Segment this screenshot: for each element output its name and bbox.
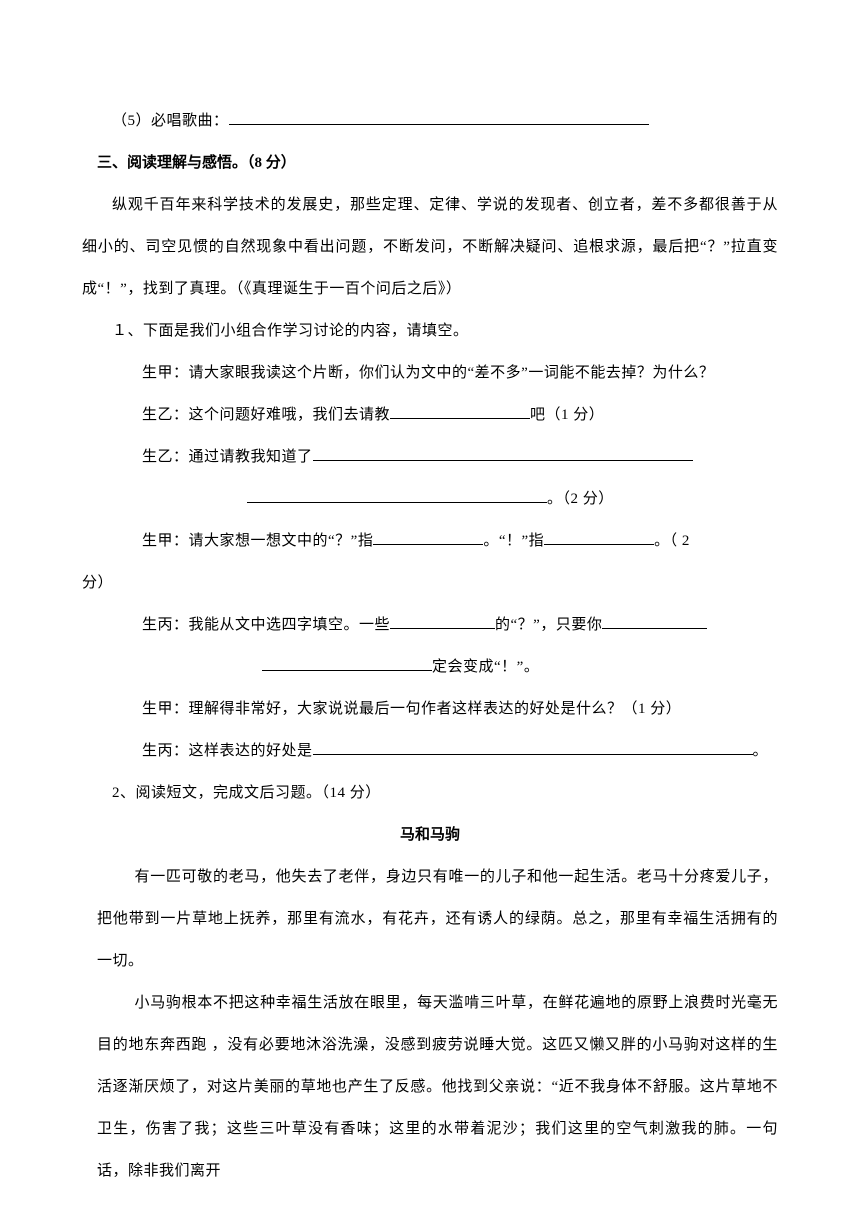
yi2-blank1[interactable] bbox=[313, 445, 693, 462]
bing1-line2-post: 定会变成“！”。 bbox=[432, 659, 539, 675]
section3-passage: 纵观千百年来科学技术的发展史，那些定理、定律、学说的发现者、创立者，差不多都很善… bbox=[82, 184, 778, 310]
q5-line: （5）必唱歌曲： bbox=[82, 100, 778, 142]
jia2-mid: 。“！”指 bbox=[483, 533, 544, 549]
yi1-post: 吧（1 分） bbox=[530, 407, 604, 423]
jia2-pre: 生甲：请大家想一想文中的“？”指 bbox=[142, 533, 373, 549]
section3-title: 三、阅读理解与感悟。（8 分） bbox=[82, 142, 778, 184]
story-p1: 有一匹可敬的老马，他失去了老伴，身边只有唯一的儿子和他一起生活。老马十分疼爱儿子… bbox=[82, 856, 778, 982]
bing1-blank2[interactable] bbox=[602, 613, 707, 630]
bing1-pre: 生丙：我能从文中选四字填空。一些 bbox=[142, 617, 390, 633]
yi2-post: 。（2 分） bbox=[547, 491, 614, 507]
bing2-pre: 生丙：这样表达的好处是 bbox=[142, 743, 313, 759]
story-title: 马和马驹 bbox=[82, 814, 778, 856]
jia2-line1: 生甲：请大家想一想文中的“？”指 。“！”指 。（ 2 bbox=[82, 520, 778, 562]
story-p2: 小马驹根本不把这种幸福生活放在眼里，每天滥啃三叶草，在鲜花遍地的原野上浪费时光毫… bbox=[82, 982, 778, 1192]
yi2-line2: 。（2 分） bbox=[82, 478, 778, 520]
bing2-post: 。 bbox=[753, 743, 769, 759]
jia2-blank2[interactable] bbox=[544, 529, 654, 546]
yi2-line1: 生乙：通过请教我知道了 bbox=[82, 436, 778, 478]
jia2-line2: 分） bbox=[82, 562, 778, 604]
q1-intro: １、下面是我们小组合作学习讨论的内容，请填空。 bbox=[82, 310, 778, 352]
bing1-line1: 生丙：我能从文中选四字填空。一些 的“？”，只要你 bbox=[82, 604, 778, 646]
jia3: 生甲：理解得非常好，大家说说最后一句作者这样表达的好处是什么？（1 分） bbox=[82, 688, 778, 730]
bing1-blank3[interactable] bbox=[262, 655, 432, 672]
jia2-blank1[interactable] bbox=[373, 529, 483, 546]
yi2-pre: 生乙：通过请教我知道了 bbox=[142, 449, 313, 465]
q2-intro: 2、阅读短文，完成文后习题。（14 分） bbox=[82, 772, 778, 814]
bing2: 生丙：这样表达的好处是 。 bbox=[82, 730, 778, 772]
yi1: 生乙：这个问题好难哦，我们去请教 吧（1 分） bbox=[82, 394, 778, 436]
bing1-line2: 定会变成“！”。 bbox=[82, 646, 778, 688]
yi1-blank[interactable] bbox=[390, 403, 530, 420]
bing1-blank1[interactable] bbox=[390, 613, 495, 630]
yi1-pre: 生乙：这个问题好难哦，我们去请教 bbox=[142, 407, 390, 423]
bing1-mid: 的“？”，只要你 bbox=[495, 617, 602, 633]
q5-blank[interactable] bbox=[229, 109, 649, 126]
jia1: 生甲：请大家眼我读这个片断，你们认为文中的“差不多”一词能不能去掉？为什么？ bbox=[82, 352, 778, 394]
jia2-post: 。（ 2 bbox=[654, 533, 690, 549]
yi2-blank2[interactable] bbox=[247, 487, 547, 504]
q5-label: （5）必唱歌曲： bbox=[112, 113, 229, 129]
bing2-blank[interactable] bbox=[313, 739, 753, 756]
